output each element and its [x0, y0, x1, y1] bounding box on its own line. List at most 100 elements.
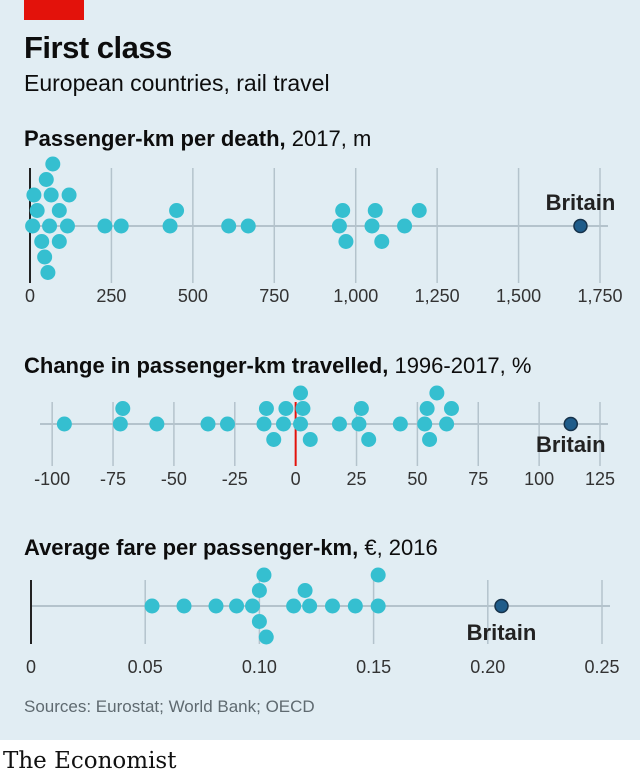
- chart-3-country-dot: [256, 567, 272, 583]
- chart-1-tick-label: 1,750: [577, 286, 622, 306]
- chart-1-country-dot: [40, 265, 56, 280]
- chart-2-tick-label: 25: [347, 469, 367, 489]
- chart-2-country-dot: [429, 385, 445, 401]
- chart-2-country-dot: [200, 416, 216, 432]
- chart-3-country-dot: [347, 598, 363, 614]
- chart-2-country-dot: [266, 432, 282, 447]
- chart-1-country-dot: [331, 218, 347, 234]
- chart-2-country-dot: [115, 401, 131, 416]
- chart-1-country-dot: [374, 234, 390, 249]
- chart-1-tick-label: 750: [259, 286, 289, 306]
- chart-3-country-dot: [144, 598, 160, 614]
- chart-3-country-dot: [286, 598, 302, 614]
- chart-1-country-dot: [367, 203, 383, 218]
- chart-3-tick-label: 0.05: [128, 657, 163, 677]
- chart-1-country-dot: [240, 218, 256, 234]
- chart-1-tick-label: 250: [96, 286, 126, 306]
- chart-2-tick-label: -25: [222, 469, 248, 489]
- chart-3-title-bold: Average fare per passenger-km,: [24, 535, 359, 560]
- chart-2-tick-label: 75: [468, 469, 488, 489]
- chart-2-country-dot: [353, 401, 369, 416]
- chart-1-country-dot: [29, 203, 45, 218]
- chart-1-tick-label: 1,250: [415, 286, 460, 306]
- chart-2-country-dot: [302, 432, 318, 447]
- chart-2-country-dot: [56, 416, 72, 432]
- chart-3-country-dot: [251, 614, 267, 629]
- chart-1-country-dot: [97, 218, 113, 234]
- chart-1-country-dot: [61, 187, 77, 203]
- chart-2-britain-dot: [563, 416, 579, 432]
- chart-2-country-dot: [295, 401, 311, 416]
- chart-1-country-dot: [34, 234, 50, 249]
- page-title: First class: [24, 30, 172, 65]
- chart-1-country-dot: [338, 234, 354, 249]
- chart-1-tick-label: 1,500: [496, 286, 541, 306]
- chart-2-country-dot: [419, 401, 435, 416]
- chart-1-title-bold: Passenger-km per death,: [24, 126, 286, 151]
- chart-1-tick-label: 1,000: [333, 286, 378, 306]
- chart-3-britain-dot: [494, 598, 509, 614]
- chart-2-tick-label: 100: [524, 469, 554, 489]
- chart-2-country-dot: [278, 401, 294, 416]
- chart-2-tick-label: -100: [34, 469, 70, 489]
- chart-1-title-rest: 2017, m: [285, 126, 372, 151]
- chart-3-country-dot: [229, 598, 245, 614]
- chart-1-britain-label: Britain: [546, 190, 616, 215]
- chart-3-country-dot: [297, 583, 313, 598]
- chart-2-country-dot: [417, 416, 433, 432]
- chart-3-tick-label: 0.25: [584, 657, 619, 677]
- chart-1-tick-label: 0: [25, 286, 35, 306]
- chart-3-country-dot: [324, 598, 340, 614]
- chart-3-country-dot: [370, 598, 386, 614]
- chart-1-country-dot: [364, 218, 380, 234]
- chart-3-country-dot: [370, 567, 386, 583]
- chart-1-country-dot: [335, 203, 351, 218]
- chart-1-country-dot: [26, 187, 42, 203]
- chart-3-tick-label: 0.10: [242, 657, 277, 677]
- brand-logo: The Economist: [3, 748, 177, 774]
- chart-3-country-dot: [258, 629, 274, 645]
- chart-2-country-dot: [351, 416, 367, 432]
- source-note: Sources: Eurostat; World Bank; OECD: [24, 697, 315, 716]
- chart-1-country-dot: [221, 218, 237, 234]
- chart-2-country-dot: [219, 416, 235, 432]
- chart-1-country-dot: [411, 203, 427, 218]
- chart-2-tick-label: 125: [585, 469, 615, 489]
- chart-1-country-dot: [37, 249, 53, 265]
- chart-1-country-dot: [397, 218, 413, 234]
- chart-1-country-dot: [113, 218, 129, 234]
- chart-3-title: Average fare per passenger-km, €, 2016: [24, 535, 438, 561]
- charts-svg: 0 250 500 750 1,000 1,250 1,500 1,750Britain-10…: [25, 156, 623, 677]
- chart-2-country-dot: [439, 416, 455, 432]
- chart-1-country-dot: [42, 218, 58, 234]
- chart-3-britain-label: Britain: [467, 620, 537, 645]
- chart-panel: [0, 0, 640, 740]
- chart-3-tick-label: 0: [26, 657, 36, 677]
- brand-red-tag: [24, 0, 84, 20]
- chart-2-country-dot: [422, 432, 438, 447]
- chart-1-britain-dot: [573, 218, 588, 234]
- chart-2-country-dot: [392, 416, 408, 432]
- chart-2-country-dot: [361, 432, 377, 447]
- chart-2-country-dot: [275, 416, 291, 432]
- chart-2-country-dot: [331, 416, 347, 432]
- chart-1-country-dot: [43, 187, 59, 203]
- chart-3-country-dot: [245, 598, 261, 614]
- chart-1-country-dot: [162, 218, 178, 234]
- chart-3-country-dot: [176, 598, 192, 614]
- chart-3-title-rest: €, 2016: [358, 535, 438, 560]
- chart-2-title-bold: Change in passenger-km travelled,: [24, 353, 389, 378]
- chart-1-country-dot: [51, 203, 67, 218]
- chart-2-tick-label: -50: [161, 469, 187, 489]
- page-subtitle: European countries, rail travel: [24, 70, 330, 96]
- chart-3-country-dot: [208, 598, 224, 614]
- chart-2-country-dot: [293, 385, 309, 401]
- chart-2-tick-label: 50: [407, 469, 427, 489]
- chart-2-tick-label: 0: [291, 469, 301, 489]
- chart-2-title: Change in passenger-km travelled, 1996-2…: [24, 353, 531, 379]
- chart-3-country-dot: [251, 583, 267, 598]
- chart-2-country-dot: [258, 401, 274, 416]
- chart-1-country-dot: [169, 203, 185, 218]
- chart-1-country-dot: [51, 234, 67, 249]
- chart-1-country-dot: [59, 218, 75, 234]
